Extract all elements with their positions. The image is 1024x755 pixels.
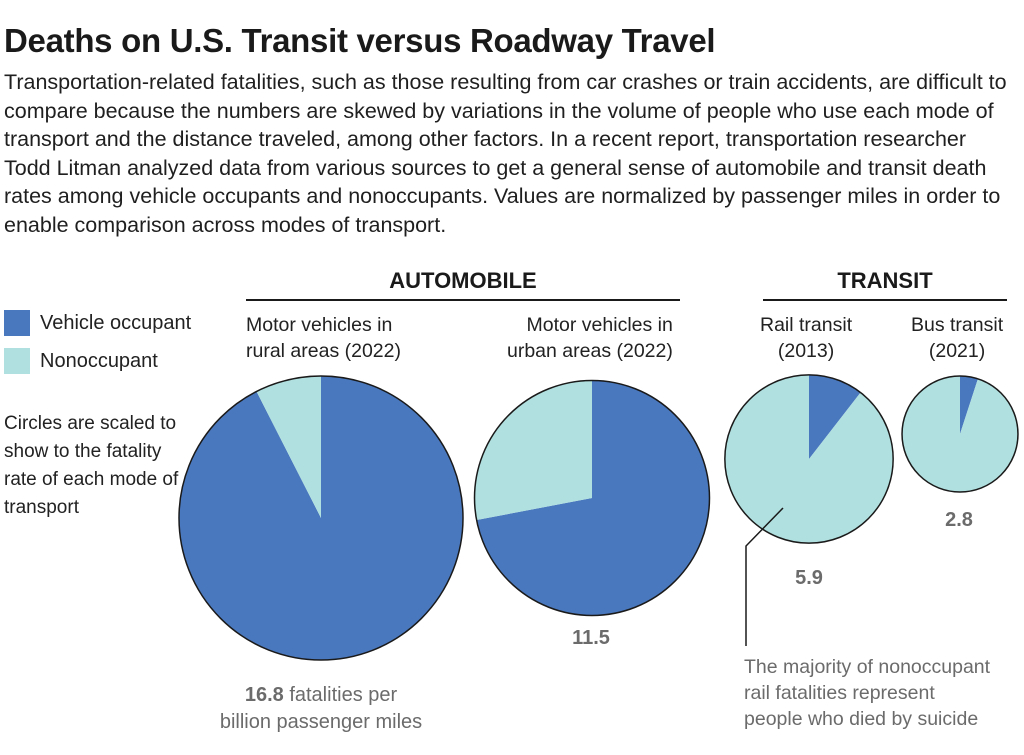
- annotation-leader-line: [745, 507, 784, 646]
- urban-nonoccupant-slice: [474, 380, 592, 521]
- rural-value-number: 16.8: [244, 684, 284, 706]
- urban-value: 11.5: [572, 627, 610, 649]
- legend-nonoccupant-label: Nonoccupant: [40, 349, 158, 372]
- automobile-rule: [246, 299, 680, 301]
- chart-title: Deaths on U.S. Transit versus Roadway Tr…: [4, 22, 716, 59]
- urban-label: Motor vehicles in urban areas (2022): [507, 314, 673, 362]
- intro-text: Transportation-related fatalities, such …: [4, 70, 1007, 237]
- rail-nonoccupant-slice: [724, 374, 894, 544]
- rural-label: Motor vehicles in rural areas (2022): [246, 314, 401, 362]
- bus-value: 2.8: [945, 509, 973, 531]
- rural-nonoccupant-slice: [256, 376, 321, 518]
- rail-annotation: The majority of nonoccupant rail fatalit…: [744, 656, 991, 730]
- legend-occupant-swatch: [4, 310, 30, 336]
- legend-occupant-label: Vehicle occupant: [40, 311, 192, 334]
- rural-value-unit-line2: billion passenger miles: [219, 711, 423, 733]
- automobile-header: AUTOMOBILE: [389, 268, 537, 293]
- urban-occupant-slice: [476, 380, 710, 616]
- rail-outline: [724, 374, 894, 544]
- bus-outline: [901, 375, 1019, 493]
- rail-value: 5.9: [795, 567, 823, 589]
- urban-outline: [473, 379, 711, 617]
- bus-nonoccupant-slice: [902, 376, 1018, 492]
- scale-note: Circles are scaled to show to the fatali…: [4, 413, 179, 518]
- legend-nonoccupant: Nonoccupant: [4, 348, 158, 374]
- transit-header: TRANSIT: [837, 268, 933, 293]
- rail-occupant-slice: [809, 374, 861, 459]
- bus-occupant-slice: [960, 376, 978, 434]
- rural-outline: [178, 375, 464, 661]
- rural-value-unit-line1: fatalities per: [283, 684, 398, 706]
- legend-nonoccupant-swatch: [4, 348, 30, 374]
- transit-rule: [763, 299, 1007, 301]
- bus-label: Bus transit (2021): [911, 314, 1004, 362]
- rail-label: Rail transit (2013): [760, 314, 853, 362]
- rural-value: 16.8 fatalities per billion passenger mil…: [216, 682, 426, 736]
- rural-occupant-slice: [179, 376, 464, 660]
- legend-occupant: Vehicle occupant: [4, 310, 191, 336]
